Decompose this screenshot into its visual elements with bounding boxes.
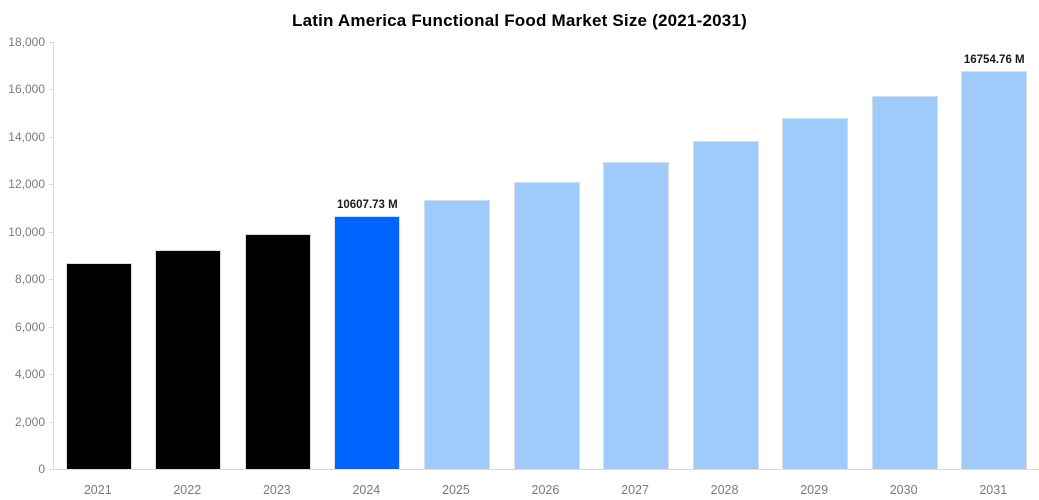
x-tick-label-2027: 2027 xyxy=(621,483,649,497)
x-tick-label-2025: 2025 xyxy=(442,483,470,497)
bar-value-label-2024: 10607.73 M xyxy=(336,199,398,212)
y-tick-label: 10,000 xyxy=(8,224,45,239)
y-tick-label: 4,000 xyxy=(14,367,45,382)
x-tick-label-2024: 2024 xyxy=(352,483,381,497)
bar-2023 xyxy=(245,234,310,469)
y-tick-label: 12,000 xyxy=(8,177,45,192)
bar-2030 xyxy=(872,96,937,469)
x-tick-label-2029: 2029 xyxy=(800,483,829,497)
bar-2031 xyxy=(962,71,1027,469)
x-tick-label-2023: 2023 xyxy=(262,483,291,497)
y-tick-label: 18,000 xyxy=(8,35,45,49)
y-tick-label: 16,000 xyxy=(8,82,45,97)
bar-2025 xyxy=(425,200,489,469)
y-tick-label: 14,000 xyxy=(8,129,45,144)
y-tick-mark xyxy=(49,184,53,186)
y-tick-label: 0 xyxy=(38,462,45,476)
bar-2026 xyxy=(514,182,579,469)
bar-2024 xyxy=(335,217,400,469)
y-tick-mark xyxy=(49,42,53,43)
x-tick-label-2031: 2031 xyxy=(979,483,1008,497)
x-tick-label-2028: 2028 xyxy=(710,483,739,497)
bar-value-label-2031: 16754.76 M xyxy=(963,53,1025,66)
y-tick-mark xyxy=(49,374,53,376)
y-tick-label: 6,000 xyxy=(14,319,45,334)
y-tick-mark xyxy=(49,326,53,328)
plot-area: 10607.73 M 16754.76 M xyxy=(53,42,1039,470)
y-tick-mark xyxy=(49,89,53,91)
x-tick-label-2022: 2022 xyxy=(173,483,202,497)
bar-2027 xyxy=(604,162,668,469)
chart-title: Latin America Functional Food Market Siz… xyxy=(292,11,747,30)
bar-2028 xyxy=(693,142,758,469)
bar-2022 xyxy=(156,250,221,469)
y-tick-mark xyxy=(49,231,53,233)
x-tick-label-2021: 2021 xyxy=(83,483,112,497)
y-tick-mark xyxy=(49,469,53,470)
y-tick-mark xyxy=(49,279,53,281)
y-tick-label: 8,000 xyxy=(14,272,45,287)
y-tick-label: 2,000 xyxy=(14,414,45,429)
x-tick-label-2030: 2030 xyxy=(889,483,918,497)
bar-2029 xyxy=(783,119,848,469)
y-tick-mark xyxy=(49,421,53,423)
bar-2021 xyxy=(66,264,131,469)
x-tick-label-2026: 2026 xyxy=(531,483,560,497)
y-tick-mark xyxy=(49,136,53,138)
